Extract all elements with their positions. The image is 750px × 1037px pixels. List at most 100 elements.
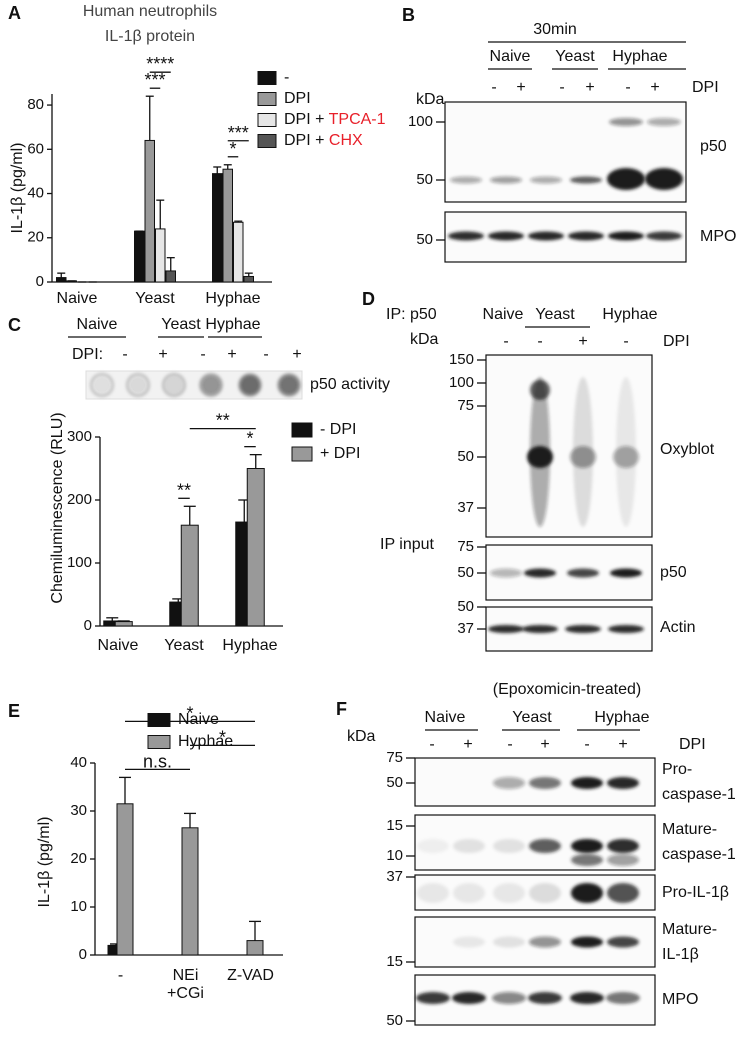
blot-label: caspase-1 <box>662 846 736 863</box>
blot-label: Pro-IL-1β <box>662 884 729 901</box>
bar <box>155 228 166 283</box>
y-tick-label: 80 <box>27 96 44 113</box>
error-bar <box>234 220 243 223</box>
panel-label: B <box>402 5 415 25</box>
blot-band <box>565 625 601 633</box>
blot-band <box>448 231 484 241</box>
dot-blot-spot <box>126 373 150 397</box>
blot-panel <box>414 757 656 807</box>
legend-label: - <box>284 69 289 86</box>
blot-band <box>529 777 561 789</box>
blot-label: Oxyblot <box>660 441 715 458</box>
lane-label: - <box>503 333 508 350</box>
lane-label: - <box>537 333 542 350</box>
lane-label: - <box>429 736 434 753</box>
error-bar <box>213 166 222 174</box>
kda-marker: 100 <box>449 374 474 391</box>
blot-band <box>607 777 639 789</box>
legend-label: - DPI <box>320 421 356 438</box>
blot-band <box>530 176 562 184</box>
blot-membrane <box>444 211 687 263</box>
bar <box>180 524 199 627</box>
blot-panel <box>485 544 653 601</box>
blot-band <box>647 118 681 126</box>
blot-band <box>646 231 682 241</box>
group-label: Hyphae <box>602 306 657 323</box>
x-tick-label: NEi <box>173 967 199 984</box>
kda-marker: 37 <box>457 620 474 637</box>
y-axis-label: IL-1β (pg/ml) <box>36 817 53 908</box>
kda-marker: 50 <box>457 598 474 615</box>
blot-band <box>613 446 639 468</box>
error-bar <box>166 257 175 271</box>
group-label: Yeast <box>555 48 595 65</box>
y-tick-label: 300 <box>67 428 92 445</box>
dot-blot-membrane <box>85 370 303 400</box>
legend-swatch <box>257 113 277 127</box>
blot-band <box>570 446 596 468</box>
blot-panel <box>414 974 656 1026</box>
panel-label: E <box>8 701 20 721</box>
kda-label: kDa <box>347 728 376 745</box>
kda-marker: 15 <box>386 953 403 970</box>
panel-label: F <box>336 699 347 719</box>
blot-panel <box>414 916 656 968</box>
treatment-label: DPI <box>679 736 706 753</box>
blot-band <box>528 231 564 241</box>
blot-band <box>493 883 525 903</box>
significance-label: *** <box>144 70 165 90</box>
significance-label: * <box>186 703 193 723</box>
legend-swatch <box>147 735 171 749</box>
x-tick-label: Hyphae <box>205 290 260 307</box>
kda-marker: 150 <box>449 351 474 368</box>
blot-panel <box>485 606 653 652</box>
blot-band <box>567 568 599 578</box>
blot-band <box>453 883 485 903</box>
treatment-label: DPI <box>692 79 719 96</box>
blot-band <box>450 176 482 184</box>
error-bar <box>223 164 232 170</box>
blot-panel <box>485 354 653 538</box>
blot-band <box>416 992 450 1004</box>
blot-band <box>529 936 561 948</box>
blot-band <box>570 992 604 1004</box>
error-bar <box>57 272 66 278</box>
bar <box>165 270 176 283</box>
lane-label: - <box>263 346 268 363</box>
legend-label: + DPI <box>320 445 360 462</box>
blot-band <box>493 777 525 789</box>
blot-band <box>607 936 639 948</box>
y-tick-label: 60 <box>27 140 44 157</box>
blot-panel <box>414 814 656 871</box>
blot-band <box>417 839 449 853</box>
significance-label: ** <box>177 480 191 500</box>
blot-header: 30min <box>533 21 577 38</box>
legend-label: DPI + CHX <box>284 132 363 149</box>
treatment-label: DPI <box>663 333 690 350</box>
dot-blot-spot <box>90 373 114 397</box>
kda-marker: 75 <box>457 538 474 555</box>
blot-band <box>493 936 525 948</box>
group-label: Hyphae <box>205 316 260 333</box>
kda-marker: 10 <box>386 847 403 864</box>
blot-band <box>607 168 645 190</box>
footnote: (Epoxomicin-treated) <box>493 681 642 698</box>
y-axis-label: Chemiluminescence (RLU) <box>49 412 66 603</box>
blot-label: p50 <box>700 138 727 155</box>
blot-band <box>490 568 522 578</box>
significance-label: * <box>219 727 226 747</box>
blot-label: MPO <box>700 228 736 245</box>
chart-subtitle: IL-1β protein <box>105 28 195 45</box>
group-label: Naive <box>425 709 466 726</box>
blot-band <box>529 839 561 853</box>
lane-label: - <box>625 79 630 96</box>
blot-membrane <box>444 101 687 203</box>
legend-swatch <box>257 71 277 85</box>
significance-label: * <box>229 139 236 159</box>
legend-label-highlight: TPCA-1 <box>329 111 386 128</box>
kda-marker: 50 <box>416 231 433 248</box>
legend-label: Hyphae <box>178 733 233 750</box>
x-tick-label: Naive <box>57 290 98 307</box>
significance-label: *** <box>228 123 249 143</box>
